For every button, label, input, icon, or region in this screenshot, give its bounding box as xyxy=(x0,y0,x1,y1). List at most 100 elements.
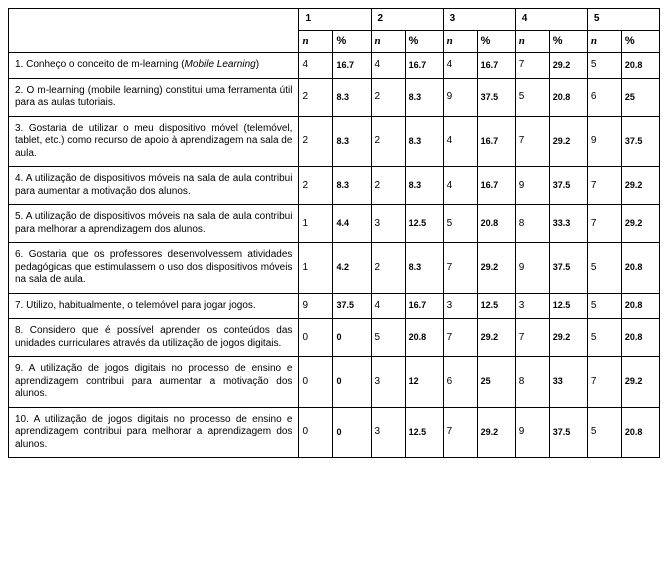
cell-n: 2 xyxy=(299,116,333,167)
cell-n: 6 xyxy=(587,78,621,116)
cell-n: 4 xyxy=(299,53,333,79)
cell-n: 9 xyxy=(515,407,549,458)
cell-pct: 8.3 xyxy=(333,167,371,205)
table-row: 1. Conheço o conceito de m-learning (Mob… xyxy=(9,53,660,79)
cell-n: 5 xyxy=(443,205,477,243)
cell-pct: 20.8 xyxy=(621,53,659,79)
cell-pct: 29.2 xyxy=(549,116,587,167)
cell-n: 7 xyxy=(443,407,477,458)
cell-n: 2 xyxy=(371,116,405,167)
subhead-n: n xyxy=(371,30,405,53)
subhead-pct: % xyxy=(549,30,587,53)
table-row: 8. Considero que é possível aprender os … xyxy=(9,319,660,357)
cell-n: 0 xyxy=(299,319,333,357)
cell-n: 7 xyxy=(587,167,621,205)
row-label: 2. O m-learning (mobile learning) consti… xyxy=(9,78,299,116)
cell-pct: 29.2 xyxy=(549,319,587,357)
row-label: 3. Gostaria de utilizar o meu dispositiv… xyxy=(9,116,299,167)
cell-n: 7 xyxy=(443,319,477,357)
row-label: 10. A utilização de jogos digitais no pr… xyxy=(9,407,299,458)
cell-pct: 29.2 xyxy=(621,205,659,243)
cell-pct: 25 xyxy=(621,78,659,116)
cell-n: 9 xyxy=(587,116,621,167)
table-row: 10. A utilização de jogos digitais no pr… xyxy=(9,407,660,458)
cell-pct: 0 xyxy=(333,357,371,408)
cell-pct: 8.3 xyxy=(405,167,443,205)
cell-pct: 29.2 xyxy=(477,319,515,357)
group-head-3: 3 xyxy=(443,9,515,31)
table-row: 5. A utilização de dispositivos móveis n… xyxy=(9,205,660,243)
row-label: 8. Considero que é possível aprender os … xyxy=(9,319,299,357)
table-body: 1. Conheço o conceito de m-learning (Mob… xyxy=(9,53,660,458)
cell-pct: 29.2 xyxy=(549,53,587,79)
cell-n: 3 xyxy=(443,293,477,319)
cell-n: 7 xyxy=(443,243,477,294)
cell-pct: 16.7 xyxy=(477,116,515,167)
cell-pct: 20.8 xyxy=(405,319,443,357)
subhead-n: n xyxy=(443,30,477,53)
survey-table: 1 2 3 4 5 n % n % n % n % n % 1. Conheço… xyxy=(8,8,660,458)
cell-n: 3 xyxy=(371,357,405,408)
cell-n: 7 xyxy=(515,319,549,357)
row-label: 6. Gostaria que os professores desenvolv… xyxy=(9,243,299,294)
cell-pct: 0 xyxy=(333,407,371,458)
cell-pct: 25 xyxy=(477,357,515,408)
cell-n: 4 xyxy=(371,293,405,319)
cell-n: 2 xyxy=(371,167,405,205)
cell-pct: 8.3 xyxy=(405,78,443,116)
cell-pct: 37.5 xyxy=(477,78,515,116)
cell-pct: 37.5 xyxy=(621,116,659,167)
cell-pct: 0 xyxy=(333,319,371,357)
subhead-n: n xyxy=(299,30,333,53)
cell-pct: 16.7 xyxy=(405,53,443,79)
cell-n: 5 xyxy=(371,319,405,357)
cell-n: 2 xyxy=(371,243,405,294)
cell-n: 5 xyxy=(587,319,621,357)
cell-n: 9 xyxy=(299,293,333,319)
cell-pct: 8.3 xyxy=(405,243,443,294)
cell-n: 4 xyxy=(371,53,405,79)
cell-n: 9 xyxy=(515,243,549,294)
cell-pct: 12.5 xyxy=(477,293,515,319)
header-row-groups: 1 2 3 4 5 xyxy=(9,9,660,31)
cell-pct: 20.8 xyxy=(621,319,659,357)
group-head-1: 1 xyxy=(299,9,371,31)
cell-pct: 20.8 xyxy=(549,78,587,116)
subhead-pct: % xyxy=(405,30,443,53)
cell-pct: 12.5 xyxy=(549,293,587,319)
cell-n: 6 xyxy=(443,357,477,408)
corner-cell xyxy=(9,9,299,53)
subhead-pct: % xyxy=(621,30,659,53)
subhead-pct: % xyxy=(477,30,515,53)
row-label: 1. Conheço o conceito de m-learning (Mob… xyxy=(9,53,299,79)
subhead-n: n xyxy=(515,30,549,53)
cell-pct: 29.2 xyxy=(621,167,659,205)
table-row: 2. O m-learning (mobile learning) consti… xyxy=(9,78,660,116)
cell-n: 4 xyxy=(443,167,477,205)
cell-n: 8 xyxy=(515,357,549,408)
cell-pct: 29.2 xyxy=(477,407,515,458)
cell-n: 0 xyxy=(299,407,333,458)
table-row: 4. A utilização de dispositivos móveis n… xyxy=(9,167,660,205)
cell-n: 5 xyxy=(587,407,621,458)
cell-pct: 20.8 xyxy=(621,243,659,294)
row-label: 7. Utilizo, habitualmente, o telemóvel p… xyxy=(9,293,299,319)
cell-pct: 12 xyxy=(405,357,443,408)
cell-n: 7 xyxy=(587,357,621,408)
cell-pct: 37.5 xyxy=(549,407,587,458)
cell-pct: 12.5 xyxy=(405,205,443,243)
cell-pct: 33.3 xyxy=(549,205,587,243)
cell-pct: 37.5 xyxy=(549,167,587,205)
cell-n: 8 xyxy=(515,205,549,243)
cell-pct: 37.5 xyxy=(333,293,371,319)
cell-n: 4 xyxy=(443,116,477,167)
cell-n: 2 xyxy=(371,78,405,116)
group-head-5: 5 xyxy=(587,9,659,31)
cell-n: 2 xyxy=(299,78,333,116)
cell-pct: 16.7 xyxy=(477,53,515,79)
cell-n: 9 xyxy=(515,167,549,205)
cell-n: 2 xyxy=(299,167,333,205)
cell-n: 7 xyxy=(515,53,549,79)
cell-pct: 4.4 xyxy=(333,205,371,243)
row-label: 5. A utilização de dispositivos móveis n… xyxy=(9,205,299,243)
